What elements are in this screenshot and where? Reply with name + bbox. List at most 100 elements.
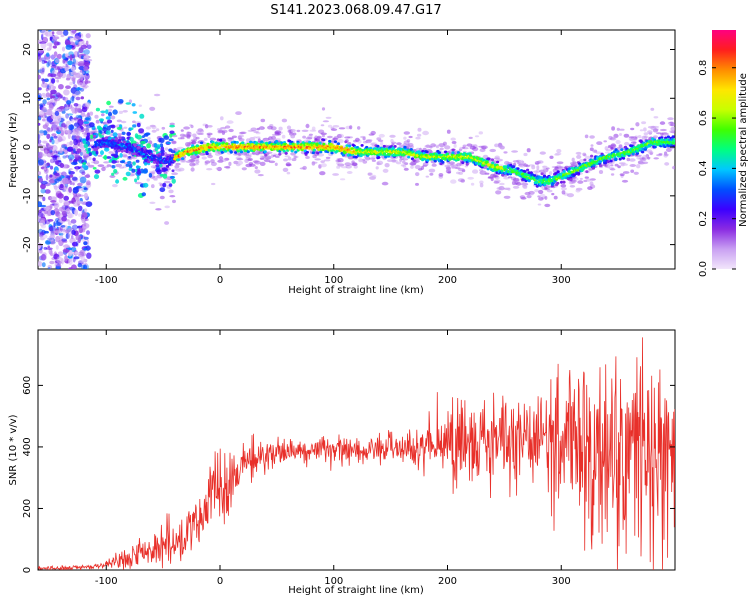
- spectrogram-cell: [606, 160, 610, 164]
- spectrogram-cell: [360, 144, 364, 147]
- spectrogram-cell: [203, 137, 208, 141]
- spectrogram-cell: [191, 140, 196, 145]
- spectrogram-cell: [55, 245, 59, 250]
- y-tick-label: 400: [22, 437, 33, 456]
- spectrogram-cell: [79, 151, 83, 157]
- spectrogram-cell: [503, 195, 511, 199]
- spectrogram-cell: [174, 167, 178, 171]
- spectrogram-cell: [83, 143, 89, 149]
- spectrogram-cell: [448, 161, 455, 165]
- spectrogram-cell: [647, 125, 655, 129]
- spectrogram-cell: [596, 141, 603, 146]
- spectrogram-cell: [323, 159, 331, 162]
- spectrogram-cell: [415, 136, 421, 140]
- spectrogram-cell: [38, 260, 41, 267]
- spectrogram-cell: [609, 159, 613, 163]
- spectrogram-cell: [367, 172, 372, 176]
- spectrogram-cell: [83, 121, 90, 124]
- spectrogram-cell: [52, 155, 58, 161]
- spectrogram-cell: [337, 158, 344, 163]
- spectrogram-cell: [292, 132, 297, 136]
- spectrogram-cell: [171, 178, 176, 184]
- spectrogram-cell: [548, 171, 553, 176]
- spectrogram-cell: [67, 36, 74, 39]
- spectrogram-cell: [425, 150, 429, 154]
- spectrogram-cell: [46, 133, 51, 139]
- spectrogram-cell: [610, 146, 614, 150]
- spectrogram-cell: [65, 130, 72, 134]
- spectrogram-cell: [321, 107, 326, 111]
- spectrogram-cell: [346, 171, 353, 174]
- spectrogram-cell: [377, 156, 381, 159]
- spectrogram-cell: [394, 153, 398, 157]
- spectrogram-cell: [204, 160, 211, 164]
- spectrogram-cell: [74, 135, 81, 139]
- spectrogram-cell: [617, 165, 621, 169]
- spectrogram-cell: [368, 157, 376, 160]
- spectrogram-cell: [38, 134, 41, 140]
- spectrogram-cell: [77, 262, 83, 268]
- spectrogram-cell: [107, 108, 113, 112]
- spectrogram-cell: [48, 225, 56, 232]
- spectrogram-cell: [254, 169, 261, 174]
- spectrogram-cell: [71, 224, 78, 231]
- spectrogram-cell: [65, 154, 69, 158]
- spectrogram-cell: [55, 266, 62, 269]
- spectrogram-cell: [88, 157, 92, 161]
- spectrogram-cell: [138, 128, 145, 134]
- spectrogram-cell: [84, 218, 89, 222]
- spectrogram-cell: [416, 133, 422, 137]
- spectrogram-cell: [83, 61, 90, 67]
- spectrogram-cell: [577, 171, 581, 175]
- spectrogram-cell: [257, 174, 264, 177]
- spectrogram-cell: [350, 147, 354, 150]
- spectrogram-cell: [78, 213, 82, 217]
- spectrogram-cell: [572, 173, 577, 177]
- spectrogram-cell: [186, 134, 191, 139]
- spectrogram-cell: [282, 149, 286, 153]
- spectrogram-cell: [147, 160, 151, 164]
- spectrogram-cell: [154, 147, 159, 152]
- spectrogram-cell: [667, 144, 671, 148]
- spectrogram-cell: [286, 144, 291, 148]
- spectrogram-cell: [403, 145, 407, 149]
- spectrogram-cell: [75, 166, 79, 172]
- spectrogram-cell: [172, 199, 176, 204]
- spectrogram-cell: [451, 151, 455, 155]
- top-x-axis-label: Height of straight line (km): [288, 285, 424, 296]
- spectrogram-cell: [345, 144, 349, 148]
- spectrogram-cell: [131, 103, 136, 107]
- spectrogram-cell: [570, 162, 574, 165]
- spectrogram-cell: [587, 186, 593, 191]
- spectrogram-cell: [322, 138, 326, 142]
- spectrogram-cell: [58, 198, 63, 204]
- spectrogram-cell: [60, 71, 67, 79]
- spectrogram-cell: [274, 130, 282, 134]
- spectrogram-cell: [632, 145, 637, 149]
- spectrogram-cell: [49, 240, 56, 245]
- spectrogram-cell: [115, 163, 123, 168]
- spectrogram-cell: [556, 181, 560, 185]
- spectrogram-cell: [54, 202, 60, 209]
- spectrogram-cell: [109, 175, 116, 178]
- spectrogram-cell: [146, 143, 152, 149]
- spectrogram-cell: [612, 153, 616, 157]
- spectrogram-cell: [424, 144, 431, 148]
- spectrogram-cell: [210, 161, 217, 167]
- spectrogram-cell: [559, 180, 564, 184]
- spectrogram-cell: [562, 170, 566, 173]
- spectrogram-cell: [72, 182, 75, 186]
- spectrogram-cell: [311, 161, 318, 164]
- spectrogram-cell: [147, 137, 151, 140]
- spectrogram-cell: [281, 134, 286, 139]
- spectrogram-cell: [633, 171, 639, 175]
- spectrogram-cell: [584, 134, 589, 139]
- spectrogram-cell: [102, 121, 106, 125]
- spectrogram-cell: [78, 227, 84, 234]
- spectrogram-cell: [672, 138, 675, 142]
- spectrogram-cell: [95, 150, 99, 155]
- spectrogram-cell: [84, 127, 90, 133]
- spectrogram-cell: [464, 165, 469, 168]
- spectrogram-cell: [38, 53, 41, 60]
- spectrogram-cell: [105, 156, 112, 159]
